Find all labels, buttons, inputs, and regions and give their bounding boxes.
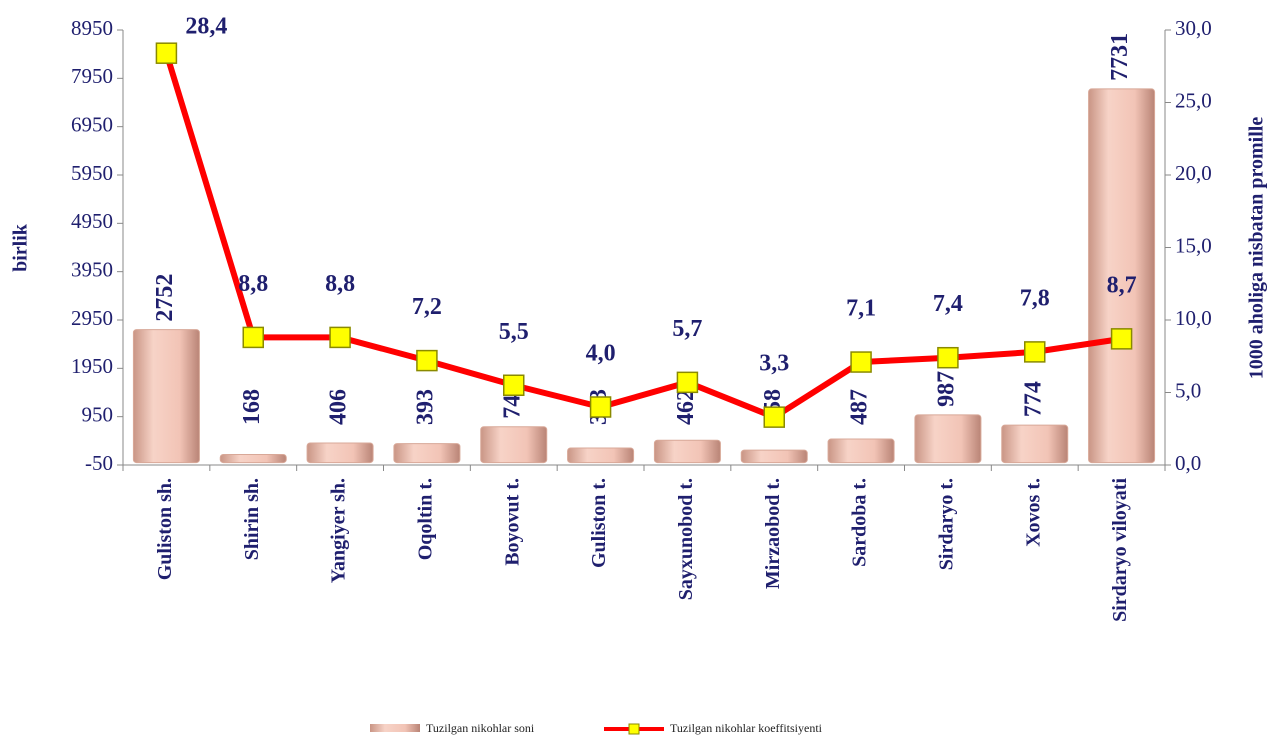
y2-tick-label: 10,0	[1175, 306, 1212, 330]
marker	[416, 349, 438, 372]
y2-tick-label: 20,0	[1175, 161, 1212, 185]
bar	[393, 443, 461, 464]
x-tick-label: Oqoltin t.	[415, 478, 437, 560]
x-tick-label: Sardoba t.	[849, 478, 871, 567]
marker	[589, 396, 612, 418]
x-tick-label: Mirzaobod t.	[762, 478, 784, 589]
y2-axis-title: 1000 aholiga nisbatan promille	[1246, 117, 1268, 380]
bar	[219, 453, 287, 464]
x-tick-label: Guliston sh.	[154, 478, 176, 580]
y2-tick-label: 5,0	[1175, 378, 1201, 402]
marker	[676, 371, 699, 394]
marker	[1024, 341, 1046, 363]
marker	[242, 326, 264, 349]
data-label: 7,8	[1020, 285, 1050, 311]
data-label: 7731	[1107, 33, 1133, 81]
data-label: 406	[326, 389, 352, 425]
marker	[1110, 328, 1133, 350]
data-label: 168	[239, 389, 265, 425]
y-tick-label: 8950	[71, 16, 113, 40]
marker	[937, 346, 959, 369]
y-tick-label: 950	[82, 402, 114, 426]
data-label: 5,7	[672, 316, 702, 342]
y-tick-label: 6950	[71, 112, 113, 136]
x-tick-label: Sayxunobod t.	[675, 478, 697, 600]
bar	[480, 426, 548, 464]
line	[163, 52, 1123, 421]
y2-tick-label: 15,0	[1175, 233, 1212, 257]
data-label: 7,2	[412, 294, 442, 320]
bar	[132, 329, 200, 464]
data-label: 7,4	[933, 291, 963, 317]
bar	[914, 414, 982, 464]
y-axis-title: birlik	[10, 223, 32, 272]
bar	[1088, 88, 1156, 464]
data-label: 462	[673, 389, 699, 425]
data-label: 8,8	[325, 271, 355, 297]
marker	[763, 406, 785, 428]
marker	[155, 42, 178, 64]
legend-label: Tuzilgan nikohlar koeffitsiyenti	[670, 721, 823, 735]
data-label: 8,7	[1107, 272, 1137, 298]
x-tick-label: Guliston t.	[588, 478, 610, 568]
data-label: 28,4	[185, 14, 227, 40]
data-label: 774	[1020, 381, 1046, 417]
data-label: 2752	[152, 274, 178, 322]
bar	[1001, 424, 1069, 464]
marker	[503, 374, 525, 396]
data-label: 987	[933, 371, 959, 407]
x-tick-label: Shirin sh.	[241, 478, 263, 560]
bar	[653, 439, 721, 464]
data-label: 7,1	[846, 296, 876, 322]
legend-swatch	[370, 724, 420, 732]
bar	[827, 438, 895, 464]
x-tick-label: Yangiyer sh.	[328, 478, 350, 583]
y-tick-label: 7950	[71, 64, 113, 88]
y2-tick-label: 30,0	[1175, 16, 1212, 40]
marker	[329, 326, 351, 349]
y2-tick-label: 25,0	[1175, 88, 1212, 112]
y-tick-label: 1950	[71, 354, 113, 378]
legend-swatch	[628, 723, 640, 735]
x-tick-label: Boyovut t.	[501, 478, 523, 566]
marker	[850, 351, 872, 373]
data-label: 8,8	[238, 271, 268, 297]
y-tick-label: 5950	[71, 161, 113, 185]
data-label: 5,5	[499, 319, 529, 345]
bar	[740, 449, 808, 464]
x-tick-label: Sirdaryo t.	[936, 478, 958, 570]
y-tick-label: 2950	[71, 306, 113, 330]
bar	[567, 447, 635, 464]
data-label: 393	[412, 389, 438, 425]
x-tick-label: Sirdaryo viloyati	[1109, 478, 1131, 622]
data-label: 3,3	[759, 351, 789, 377]
y-tick-label: 3950	[71, 257, 113, 281]
legend-label: Tuzilgan nikohlar soni	[426, 721, 535, 735]
x-tick-label: Xovos t.	[1022, 478, 1044, 547]
data-label: 4,0	[586, 341, 616, 367]
bar	[306, 442, 374, 464]
y-tick-label: 4950	[71, 209, 113, 233]
y2-tick-label: 0,0	[1175, 451, 1201, 475]
y-tick-label: -50	[85, 451, 113, 475]
data-label: 487	[847, 389, 873, 425]
